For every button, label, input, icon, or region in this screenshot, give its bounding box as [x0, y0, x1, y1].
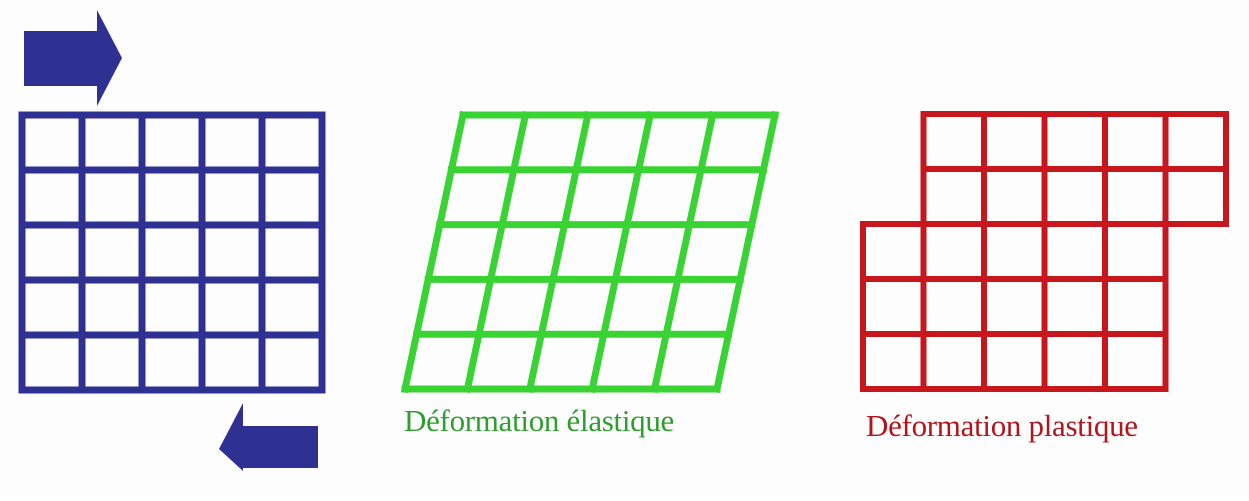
- grid-cell: [920, 111, 987, 172]
- elastic-deformation-caption: Déformation élastique: [404, 403, 675, 438]
- grid-cell: [1102, 166, 1169, 227]
- grid-cell: [981, 166, 1048, 227]
- grid-column-line: [650, 110, 717, 394]
- plastic-deformation-caption: Déformation plastique: [866, 408, 1138, 443]
- grid-column-line: [525, 110, 592, 394]
- shear-force-arrow-right: [24, 10, 122, 106]
- grid-cell: [981, 111, 1048, 172]
- grid-cell: [920, 166, 987, 227]
- grid-cell: [981, 221, 1048, 282]
- shear-force-arrow-left: [219, 403, 318, 471]
- grid-cell: [1041, 221, 1108, 282]
- grid-column-line: [712, 110, 780, 394]
- grid-cell: [1102, 331, 1169, 392]
- grid-column-line: [588, 110, 655, 394]
- original-grid: [18, 111, 326, 394]
- plastic-deformation-grid: [860, 111, 1229, 392]
- elastic-deformation-grid: [400, 110, 780, 394]
- grid-cell: [1162, 166, 1229, 227]
- grid-cell: [1102, 111, 1169, 172]
- grid-cell: [920, 221, 987, 282]
- grid-cell: [1102, 221, 1169, 282]
- grid-cell: [1041, 166, 1108, 227]
- grid-cell: [860, 276, 927, 337]
- grid-cell: [860, 221, 927, 282]
- grid-cell: [920, 331, 987, 392]
- grid-cell: [1162, 111, 1229, 172]
- grid-cell: [1102, 276, 1169, 337]
- grid-cell: [860, 331, 927, 392]
- grid-cell: [1041, 276, 1108, 337]
- grid-cell: [981, 331, 1048, 392]
- grid-cell: [1041, 111, 1108, 172]
- grid-cell: [920, 276, 987, 337]
- grid-column-line: [463, 110, 530, 394]
- grid-cell: [1041, 331, 1108, 392]
- grid-cell: [981, 276, 1048, 337]
- grid-column-line: [400, 110, 468, 394]
